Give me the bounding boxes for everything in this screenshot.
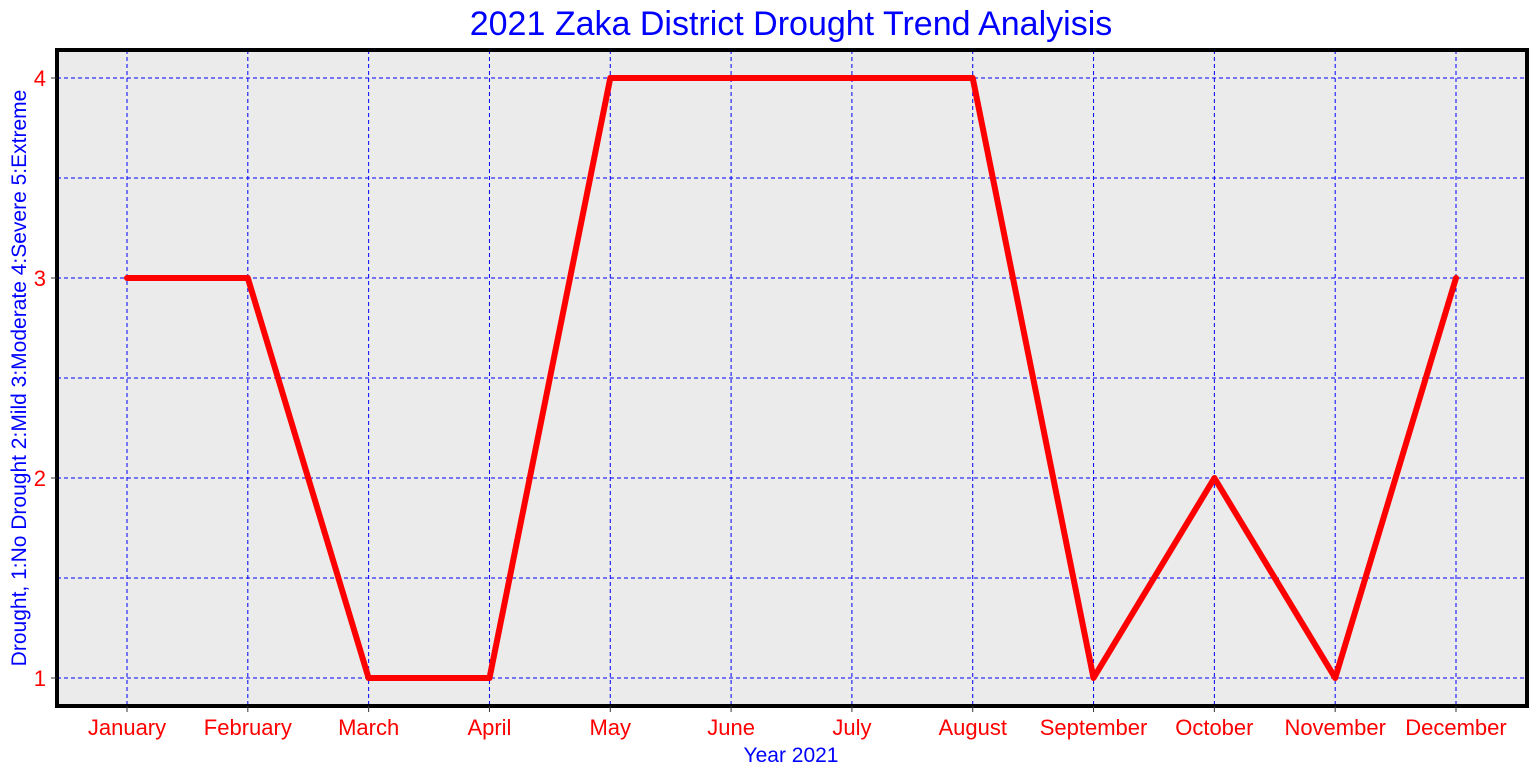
x-tick-label: June <box>707 715 755 740</box>
chart-title: 2021 Zaka District Drought Trend Analyis… <box>470 5 1113 43</box>
x-tick-label: October <box>1175 715 1253 740</box>
x-tick-label: May <box>589 715 631 740</box>
x-axis-label: Year 2021 <box>744 744 839 767</box>
y-tick-label: 1 <box>34 666 46 691</box>
x-tick-label: August <box>938 715 1007 740</box>
x-tick-label: February <box>204 715 292 740</box>
x-tick-label: September <box>1040 715 1148 740</box>
x-tick-label: April <box>467 715 511 740</box>
x-tick-label: December <box>1405 715 1506 740</box>
series-line <box>124 75 1459 681</box>
y-tick-label: 2 <box>34 466 46 491</box>
y-axis-ticks: 1 2 3 4 <box>34 66 57 691</box>
x-tick-label: July <box>832 715 871 740</box>
plot-frame <box>55 48 1529 708</box>
y-axis-label: Drought, 1:No Drought 2:Mild 3:Moderate … <box>8 90 31 667</box>
x-tick-label: November <box>1284 715 1385 740</box>
y-tick-label: 4 <box>34 66 46 91</box>
x-axis-ticks: January February March April May June July Augu… <box>88 706 1507 740</box>
x-tick-label: January <box>88 715 166 740</box>
y-tick-label: 3 <box>34 266 46 291</box>
x-tick-label: March <box>338 715 399 740</box>
